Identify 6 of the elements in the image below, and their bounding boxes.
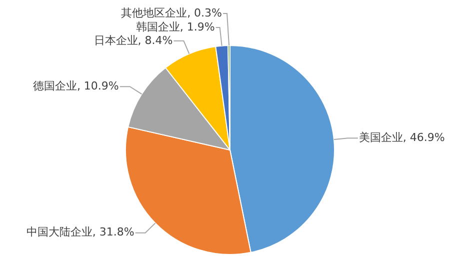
slice-label: 美国企业, 46.9% — [358, 130, 445, 144]
slice-label: 中国大陆企业, 31.8% — [26, 226, 134, 239]
slice-label: 德国企业, 10.9% — [32, 79, 119, 92]
slice-label: 韩国企业, 1.9% — [136, 20, 215, 34]
slice-label: 日本企业, 8.4% — [94, 34, 173, 47]
slice-label: 其他地区企业, 0.3% — [121, 6, 222, 20]
